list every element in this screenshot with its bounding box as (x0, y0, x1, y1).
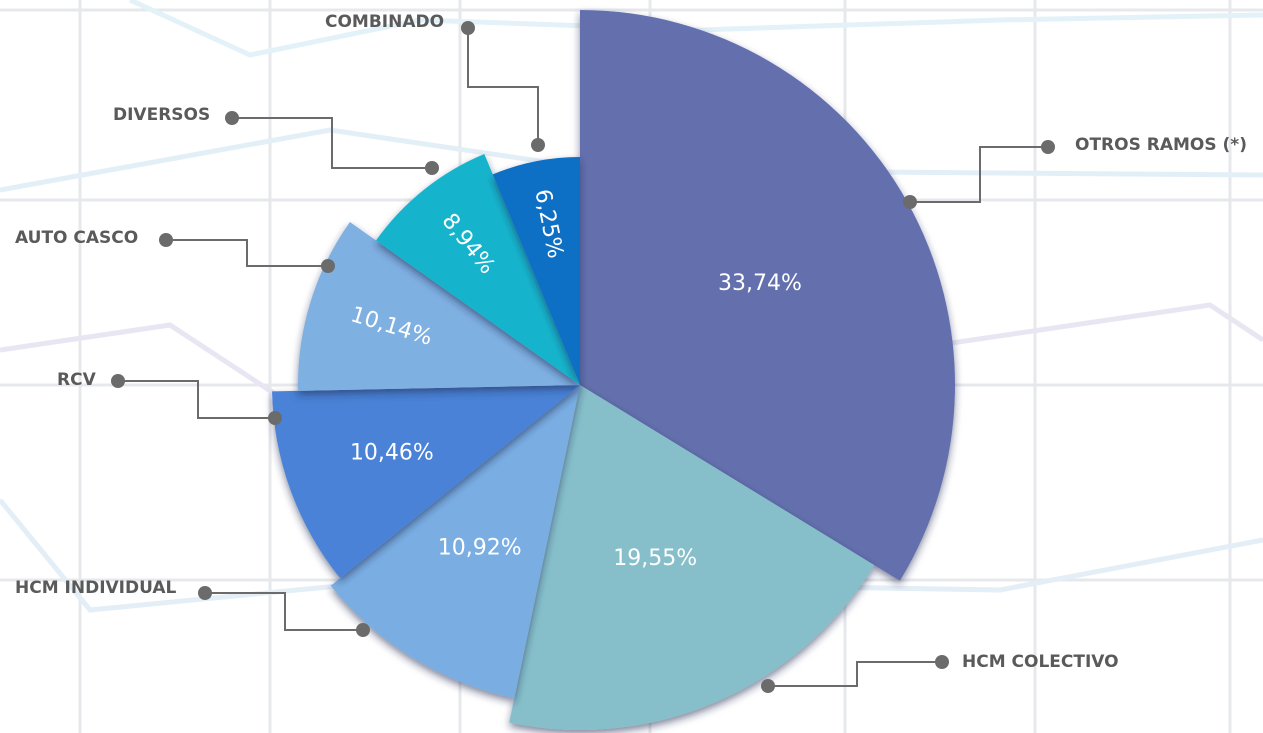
leader-dot (159, 233, 173, 247)
slice (297, 221, 580, 391)
leader-line (768, 661, 942, 687)
leader-dot (1041, 140, 1055, 154)
leader-line (467, 28, 539, 145)
category-label: DIVERSOS (113, 105, 210, 125)
leader-dot (531, 138, 545, 152)
value-label: 10,46% (350, 441, 434, 466)
slice (509, 385, 875, 730)
slice (492, 157, 580, 385)
leader-dot (225, 111, 239, 125)
leader-dot (935, 655, 949, 669)
category-label: HCM INDIVIDUAL (15, 578, 177, 598)
category-label: HCM COLECTIVO (962, 652, 1119, 672)
slice (376, 154, 580, 385)
leader-line (166, 239, 328, 267)
leader-dot (761, 679, 775, 693)
category-label: RCV (57, 370, 97, 390)
leader-line (232, 117, 432, 169)
leader-dot (425, 161, 439, 175)
leader-line (205, 592, 363, 631)
pie (272, 10, 955, 730)
value-label: 10,92% (438, 536, 522, 561)
leader-line (910, 146, 1048, 203)
slice (272, 385, 580, 579)
leader-dot (321, 259, 335, 273)
value-label: 19,55% (613, 546, 697, 571)
value-label: 33,74% (718, 271, 802, 296)
leader-dot (461, 21, 475, 35)
leader-dot (198, 586, 212, 600)
leader-dot (356, 623, 370, 637)
leader-dot (903, 195, 917, 209)
slice (330, 385, 580, 699)
category-label: COMBINADO (325, 12, 444, 32)
leader-dot (111, 374, 125, 388)
category-label: AUTO CASCO (15, 228, 138, 248)
category-label: OTROS RAMOS (*) (1075, 135, 1247, 155)
leader-dot (268, 411, 282, 425)
slice (580, 10, 955, 581)
leader-line (118, 380, 275, 419)
